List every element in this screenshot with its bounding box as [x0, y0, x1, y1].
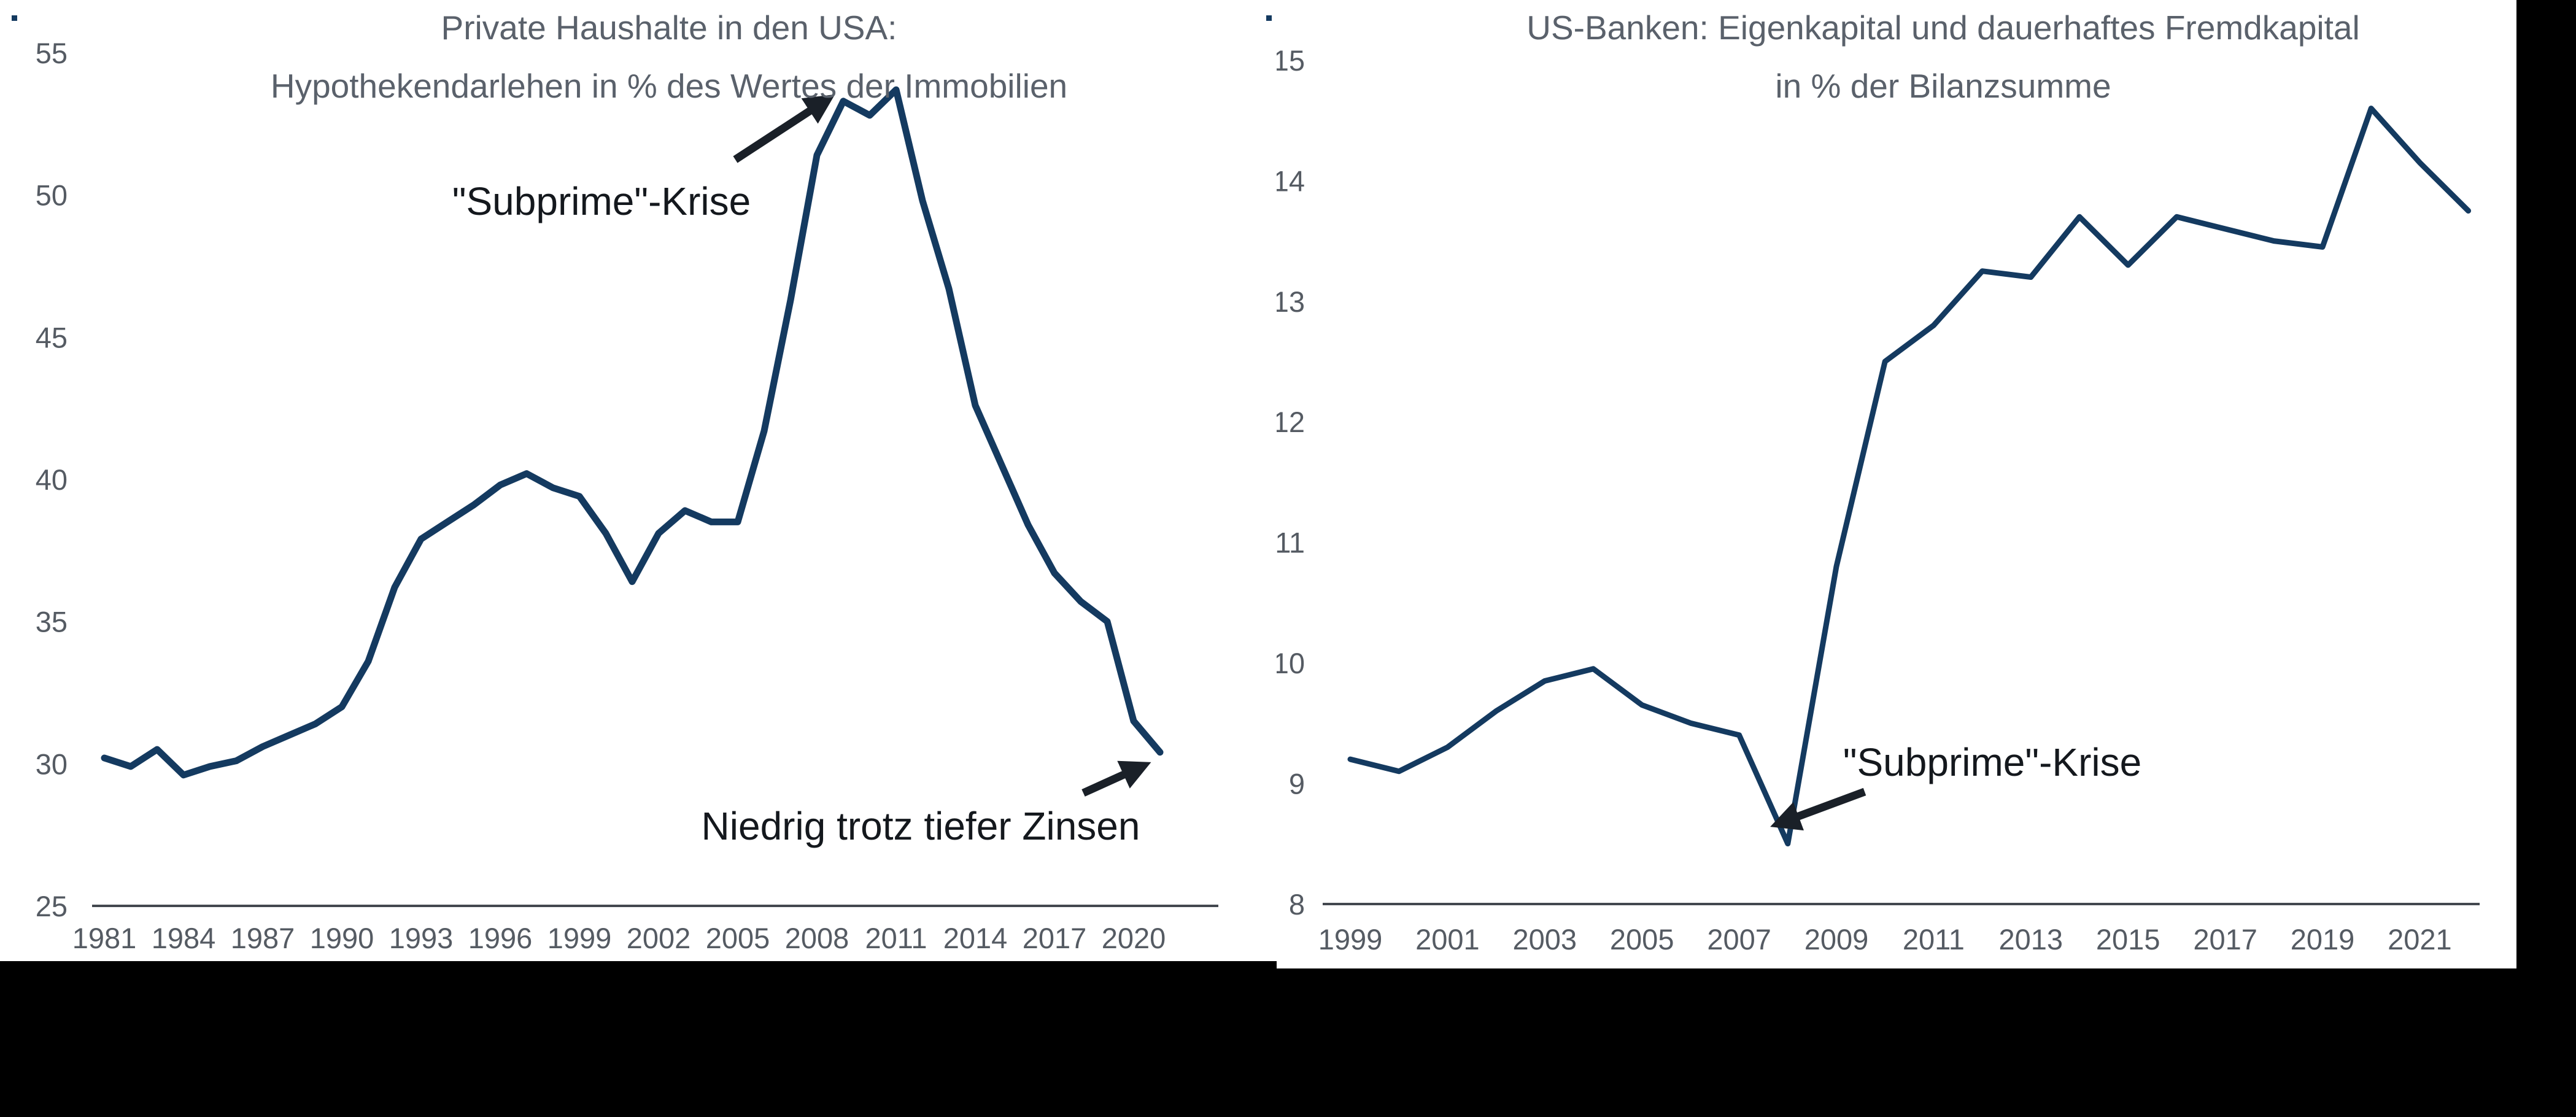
x-tick-label: 2009 [1804, 923, 1869, 956]
y-tick-label: 11 [1277, 527, 1305, 559]
x-tick-label: 1993 [389, 922, 454, 954]
left-chart-panel: 55 50 45 40 35 30 25 1981 1984 1987 1990 1993 1996 19… [0, 0, 1277, 961]
data-series-line [101, 86, 1164, 779]
annotation-subprime-label: "Subprime"-Krise [452, 179, 751, 223]
y-tick-label: 15 [1277, 44, 1305, 77]
x-tick-label: 1987 [231, 922, 295, 954]
right-chart-title-line1: US-Banken: Eigenkapital und dauerhaftes … [1526, 9, 2359, 47]
x-tick-label: 2007 [1707, 923, 1771, 956]
annotation-low-rates-label: Niedrig trotz tiefer Zinsen [702, 804, 1140, 848]
y-tick-label: 14 [1277, 164, 1305, 197]
x-tick-label: 2001 [1415, 923, 1480, 956]
x-tick-label: 2017 [2193, 923, 2257, 956]
left-chart-title-line2: Hypothekendarlehen in % des Wertes der I… [271, 67, 1067, 105]
y-tick-label: 12 [1277, 406, 1305, 438]
y-tick-label: 50 [36, 179, 68, 212]
annotation-arrow-icon [1770, 787, 1866, 831]
x-tick-label: 2011 [865, 922, 927, 954]
x-tick-label: 2002 [627, 922, 691, 954]
y-tick-label: 9 [1289, 767, 1305, 800]
annotation-arrow-icon [733, 94, 835, 163]
annotation-subprime-label: "Subprime"-Krise [1843, 740, 2141, 784]
x-tick-label: 1996 [468, 922, 533, 954]
x-tick-label: 2005 [1610, 923, 1674, 956]
x-tick-label: 2019 [2291, 923, 2355, 956]
right-chart-plot: 15 14 13 12 11 10 9 8 1999 2001 2003 2005 2007 2009 20… [1277, 44, 2480, 956]
right-chart-title-line2: in % der Bilanzsumme [1775, 67, 2111, 105]
y-tick-label: 10 [1277, 647, 1305, 679]
x-tick-label: 1984 [152, 922, 216, 954]
y-tick-label: 30 [36, 748, 68, 780]
x-tick-label: 2003 [1513, 923, 1577, 956]
left-chart-title-line1: Private Haushalte in den USA: [441, 9, 897, 47]
right-chart-panel: 15 14 13 12 11 10 9 8 1999 2001 2003 2005 2007 2009 20… [1277, 0, 2516, 968]
x-tick-label: 2005 [706, 922, 770, 954]
annotation-arrow-icon [1081, 760, 1151, 797]
y-tick-label: 35 [36, 606, 68, 638]
right-chart: 15 14 13 12 11 10 9 8 1999 2001 2003 2005 2007 2009 20… [1277, 9, 2480, 956]
right-bullet-marker-icon [1266, 15, 1272, 21]
x-tick-label: 2008 [785, 922, 849, 954]
y-tick-label: 8 [1289, 888, 1305, 921]
x-tick-label: 2020 [1102, 922, 1166, 954]
x-tick-label: 1999 [1318, 923, 1383, 956]
y-tick-label: 25 [36, 890, 68, 922]
x-tick-label: 1999 [547, 922, 612, 954]
y-tick-label: 40 [36, 463, 68, 496]
data-series-line [1347, 106, 2472, 847]
y-tick-label: 45 [36, 321, 68, 354]
x-tick-label: 1981 [72, 922, 137, 954]
x-tick-label: 2017 [1023, 922, 1087, 954]
x-tick-label: 2015 [2096, 923, 2160, 956]
x-tick-label: 2013 [1999, 923, 2064, 956]
x-tick-label: 2011 [1903, 923, 1965, 956]
y-tick-label: 13 [1277, 285, 1305, 318]
x-tick-label: 1990 [310, 922, 374, 954]
left-bullet-marker-icon [12, 15, 17, 21]
x-tick-label: 2014 [943, 922, 1008, 954]
y-tick-label: 55 [36, 37, 68, 69]
x-tick-label: 2021 [2388, 923, 2452, 956]
